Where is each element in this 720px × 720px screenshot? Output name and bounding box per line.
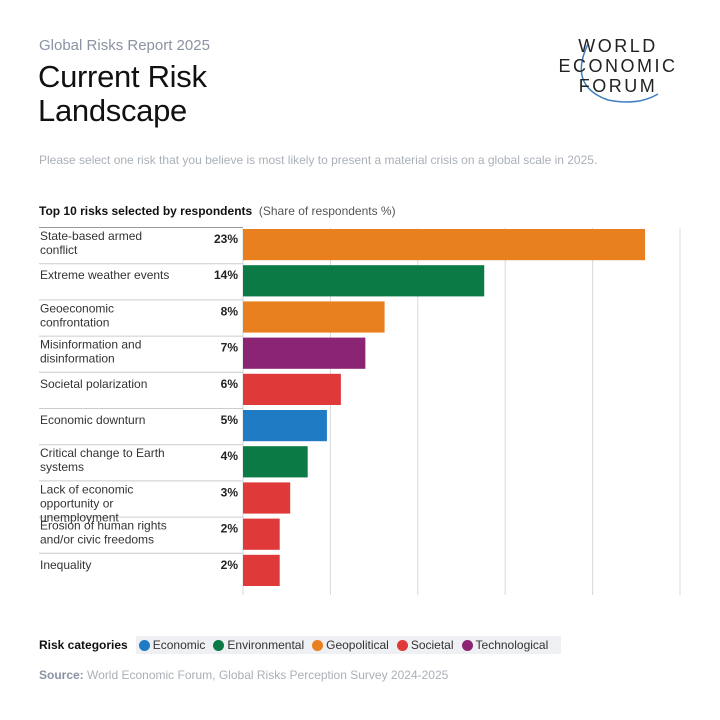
source-text: World Economic Forum, Global Risks Perce…: [87, 668, 449, 682]
legend-dot-icon: [213, 639, 225, 651]
legend-title: Risk categories: [39, 638, 128, 652]
value-label: 14%: [214, 268, 238, 282]
legend-label: Technological: [475, 638, 549, 652]
legend-item-geopolitical: Geopolitical: [312, 638, 389, 652]
bar: [243, 446, 308, 478]
source-label: Source:: [39, 668, 84, 682]
bar: [243, 229, 646, 261]
category-label: State-based armed conflict: [40, 229, 142, 257]
value-label: 6%: [221, 377, 239, 391]
report-kicker: Global Risks Report 2025: [39, 37, 210, 54]
value-label: 7%: [221, 341, 239, 355]
legend-item-technological: Technological: [461, 638, 549, 652]
legend-dot-icon: [312, 639, 324, 651]
category-label: Critical change to Earth systems: [40, 446, 165, 474]
logo-line: ECONOMIC: [558, 56, 678, 76]
legend-label: Societal: [410, 638, 454, 652]
logo-line: FORUM: [578, 76, 658, 96]
legend-item-societal: Societal: [396, 638, 454, 652]
legend-label: Environmental: [227, 638, 305, 652]
value-label: 8%: [221, 304, 239, 318]
category-label: Inequality: [40, 558, 91, 572]
source-note: Source: World Economic Forum, Global Ris…: [39, 668, 448, 682]
bar: [243, 482, 291, 514]
value-label: 2%: [221, 558, 239, 572]
legend: Risk categories Economic Environmental Geo…: [39, 636, 562, 654]
legend-dot-icon: [396, 639, 408, 651]
value-label: 3%: [221, 485, 239, 499]
logo-line: WORLD: [578, 36, 658, 56]
value-label: 4%: [221, 449, 239, 463]
bar: [243, 410, 327, 442]
category-label: Geoeconomic confrontation: [40, 301, 114, 329]
category-label: Societal polarization: [40, 377, 147, 391]
logo-arc-icon: [580, 43, 659, 103]
category-label: Lack of economic opportunity or unemployme…: [40, 482, 133, 524]
bar: [243, 301, 385, 333]
category-label: Extreme weather events: [40, 268, 169, 282]
category-label: Economic downturn: [40, 413, 145, 427]
legend-label: Geopolitical: [326, 638, 389, 652]
chart-title: Top 10 risks selected by respondents: [39, 204, 253, 218]
legend-label: Economic: [152, 638, 206, 652]
bar: [243, 337, 366, 369]
legend-dot-icon: [138, 639, 150, 651]
value-label: 2%: [221, 522, 239, 536]
legend-item-economic: Economic: [138, 638, 206, 652]
value-label: 23%: [214, 232, 238, 246]
bar: [243, 518, 280, 550]
value-label: 5%: [221, 413, 239, 427]
category-label: Misinformation and disinformation: [40, 338, 141, 366]
bar: [243, 373, 341, 405]
wef-logo: WORLD ECONOMIC FORUM: [548, 36, 688, 103]
survey-question: Please select one risk that you believe …: [39, 153, 598, 167]
chart-subtitle: (Share of respondents %): [258, 204, 396, 218]
bar: [243, 265, 485, 297]
legend-dot-icon: [461, 639, 473, 651]
chart-heading: Top 10 risks selected by respondents (Sh…: [39, 204, 396, 218]
bar: [243, 554, 280, 586]
page-title: Current Risk Landscape: [38, 59, 207, 128]
legend-items: Economic Environmental Geopolitical Societa…: [135, 636, 562, 654]
category-label: Erosion of human rights and/or civic free…: [40, 519, 167, 547]
legend-item-environmental: Environmental: [213, 638, 304, 652]
